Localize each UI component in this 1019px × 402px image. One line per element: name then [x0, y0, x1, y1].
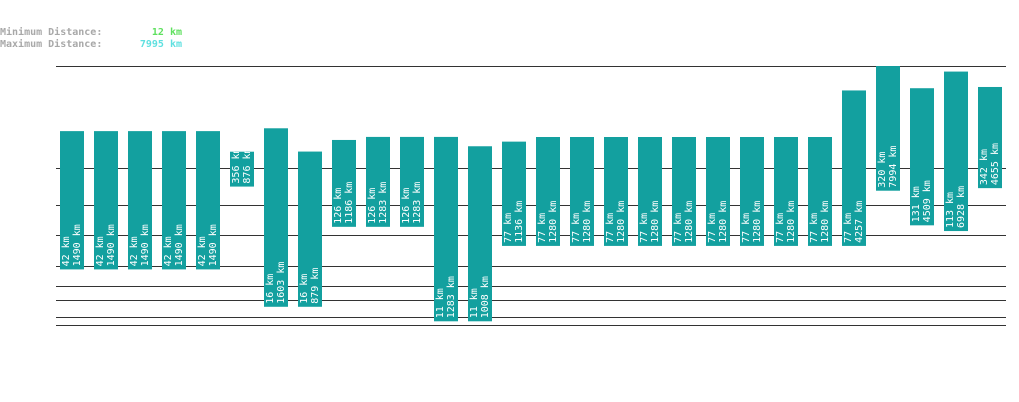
bar: [910, 88, 934, 226]
bar: [604, 137, 628, 246]
min-label: 11 km: [469, 288, 480, 318]
max-label: 1186 km: [344, 182, 355, 224]
bar: [672, 137, 696, 246]
max-label: 1490 km: [72, 224, 83, 266]
min-label: 77 km: [639, 213, 650, 243]
max-label: 1490 km: [106, 224, 117, 266]
min-label: 77 km: [775, 213, 786, 243]
max-label: 1280 km: [752, 201, 763, 243]
min-label: 16 km: [265, 274, 276, 304]
bar: [332, 139, 356, 227]
bar: [808, 137, 832, 246]
min-label: 42 km: [61, 236, 72, 266]
min-label: 11 km: [435, 288, 446, 318]
bar: [706, 137, 730, 246]
bar: [162, 131, 186, 270]
max-label: 1283 km: [446, 276, 457, 318]
max-label: 1008 km: [480, 276, 491, 318]
max-label: 1283 km: [378, 182, 389, 224]
bar: [978, 86, 1002, 189]
min-label: 77 km: [537, 213, 548, 243]
max-value: 7995 km: [140, 39, 182, 50]
max-label: 4509 km: [922, 180, 933, 222]
bar: [502, 141, 526, 246]
min-label: 126 km: [401, 188, 412, 224]
max-label: 1280 km: [820, 201, 831, 243]
bar: [298, 151, 322, 307]
bar: [400, 136, 424, 227]
bar: [570, 137, 594, 246]
max-label: Maximum Distance:: [0, 38, 102, 50]
min-label: 77 km: [673, 213, 684, 243]
max-label: 1280 km: [582, 201, 593, 243]
min-label: 42 km: [129, 236, 140, 266]
min-label: 320 km: [877, 152, 888, 188]
min-label: 356 km: [231, 147, 242, 183]
bar: [264, 128, 288, 307]
max-label: 1280 km: [684, 201, 695, 243]
min-label: 131 km: [911, 186, 922, 222]
min-label: 77 km: [605, 213, 616, 243]
min-label: 77 km: [571, 213, 582, 243]
max-label: 4257 km: [854, 201, 865, 243]
max-label: 1490 km: [208, 224, 219, 266]
min-label: 126 km: [333, 188, 344, 224]
bar: [196, 131, 220, 270]
bar: [128, 131, 152, 270]
min-label: 42 km: [95, 236, 106, 266]
min-label: 77 km: [809, 213, 820, 243]
bar: [638, 137, 662, 246]
max-label: 879 km: [310, 268, 321, 304]
max-label: 1283 km: [412, 182, 423, 224]
bar: [842, 90, 866, 246]
max-label: 4655 km: [990, 143, 1001, 185]
bar: [468, 146, 492, 322]
bar: [536, 137, 560, 246]
min-label: 77 km: [843, 213, 854, 243]
max-label: 1280 km: [718, 201, 729, 243]
bar: [434, 136, 458, 322]
bar: [366, 136, 390, 227]
min-label: 42 km: [197, 236, 208, 266]
min-label: 16 km: [299, 274, 310, 304]
min-label: 113 km: [945, 192, 956, 228]
min-label: Minimum Distance:: [0, 26, 102, 38]
max-label: 1490 km: [174, 224, 185, 266]
max-label: 1280 km: [650, 201, 661, 243]
max-label: 1136 km: [514, 201, 525, 243]
bar: [94, 131, 118, 270]
max-label: 1490 km: [140, 224, 151, 266]
bar: [60, 131, 84, 270]
bar: [876, 66, 900, 191]
max-label: 7994 km: [888, 146, 899, 188]
min-value: 12 km: [152, 27, 182, 38]
bar: [774, 137, 798, 246]
bar: [230, 151, 254, 187]
min-label: 77 km: [707, 213, 718, 243]
min-label: 77 km: [741, 213, 752, 243]
min-label: 77 km: [503, 213, 514, 243]
max-label: 1280 km: [786, 201, 797, 243]
bar: [944, 71, 968, 232]
max-label: 6928 km: [956, 186, 967, 228]
max-label: 876 km: [242, 147, 253, 183]
max-label: 1280 km: [616, 201, 627, 243]
min-label: 42 km: [163, 236, 174, 266]
min-label: 126 km: [367, 188, 378, 224]
min-label: 342 km: [979, 149, 990, 185]
max-label: 1603 km: [276, 262, 287, 304]
bar: [740, 137, 764, 246]
max-label: 1280 km: [548, 201, 559, 243]
